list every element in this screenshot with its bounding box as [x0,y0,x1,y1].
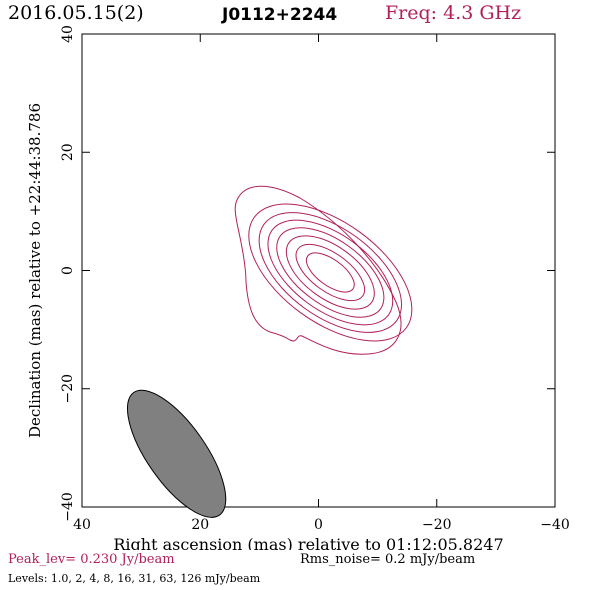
y-tick-label: −20 [60,374,76,404]
x-tick-label: 0 [314,517,323,533]
y-tick-label: 20 [60,143,76,161]
rms-noise: Rms_noise= 0.2 mJy/beam [300,552,476,567]
contour-level-5 [285,235,375,310]
contour-level-4 [276,227,385,318]
contour-level-6 [295,243,366,302]
axis-labels: Right ascension (mas) relative to 01:12:… [26,103,504,550]
axis-ticks: 40 20 0 −20 −40 −40 −20 0 20 40 [60,25,570,533]
beam-ellipse [126,389,227,518]
x-axis-label: Right ascension (mas) relative to 01:12:… [113,535,503,550]
contour-level-7 [305,252,355,293]
beam-ellipse-group [126,389,227,518]
x-tick-label: 40 [73,517,91,533]
contour-level-2 [258,212,403,333]
contour-levels: Levels: 1.0, 2, 4, 8, 16, 31, 63, 126 mJ… [8,572,261,585]
contour-level-0 [234,185,402,355]
contour-lines [234,185,413,355]
observation-date: 2016.05.15(2) [8,2,144,24]
y-axis-label: Declination (mas) relative to +22:44:38.… [26,103,44,438]
source-name: J0112+2244 [222,5,338,25]
x-tick-label: 20 [191,517,209,533]
contour-level-1 [248,203,413,342]
y-tick-label: 40 [60,25,76,43]
y-tick-label: −40 [60,492,76,522]
contour-map: 40 20 0 −20 −40 −40 −20 0 20 40 Right ascension (… [26,25,570,550]
x-tick-label: −20 [422,517,452,533]
x-tick-label: −40 [540,517,570,533]
y-tick-label: 0 [60,266,76,275]
peak-level: Peak_lev= 0.230 Jy/beam [8,552,175,567]
contour-level-3 [267,219,394,326]
frequency-label: Freq: 4.3 GHz [385,2,522,24]
